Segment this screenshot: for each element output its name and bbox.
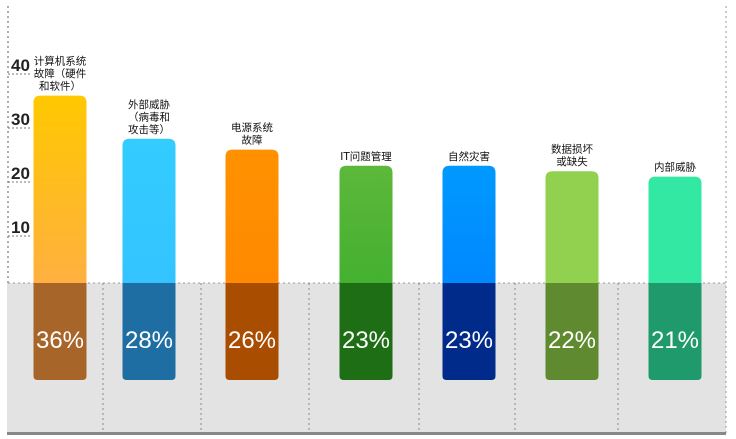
category-label-line: 内部威胁 <box>654 161 696 174</box>
data-label: 23% <box>445 327 493 354</box>
y-tick-label: 30 <box>11 110 30 129</box>
category-label: 计算机系统故障（硬件和软件） <box>34 55 87 93</box>
bar <box>339 165 393 283</box>
bar <box>33 95 87 283</box>
data-label: 23% <box>342 327 390 354</box>
bar-shadow <box>545 283 599 380</box>
category-label-line: （病毒和 <box>128 110 170 123</box>
y-tick-label: 40 <box>11 56 30 75</box>
category-label-line: 故障 <box>242 134 263 147</box>
bar <box>225 149 279 283</box>
category-label-line: 或缺失 <box>556 155 588 168</box>
data-label: 21% <box>651 327 699 354</box>
bar-shadow <box>33 283 87 380</box>
category-label-line: IT问题管理 <box>340 150 392 163</box>
bar-shadow <box>339 283 393 380</box>
category-label: 数据损坏或缺失 <box>551 143 593 169</box>
bar <box>545 171 599 283</box>
bar <box>648 176 702 283</box>
y-tick-label: 10 <box>11 218 30 237</box>
bar-shadow <box>648 283 702 380</box>
category-label: 自然灾害 <box>448 150 490 163</box>
data-label: 22% <box>548 327 596 354</box>
bar <box>442 165 496 283</box>
data-label: 36% <box>36 327 84 354</box>
category-label-line: 数据损坏 <box>551 143 593 156</box>
category-label-line: 外部威胁 <box>128 98 170 111</box>
category-label: IT问题管理 <box>340 150 392 163</box>
category-label: 内部威胁 <box>654 161 696 174</box>
data-label: 26% <box>228 327 276 354</box>
bar-shadow <box>442 283 496 380</box>
category-label-line: 和软件） <box>39 80 81 93</box>
category-label-line: 自然灾害 <box>448 150 490 163</box>
category-label: 电源系统故障 <box>231 121 273 147</box>
category-label-line: 计算机系统 <box>34 55 87 68</box>
bar-shadow <box>225 283 279 380</box>
category-label-line: 故障（硬件 <box>34 67 87 80</box>
category-label-line: 攻击等） <box>128 123 170 136</box>
bar <box>122 138 176 283</box>
category-label: 外部威胁（病毒和攻击等） <box>128 98 170 136</box>
y-tick-label: 20 <box>11 164 30 183</box>
bar-shadow <box>122 283 176 380</box>
category-label-line: 电源系统 <box>231 121 273 134</box>
data-label: 28% <box>125 327 173 354</box>
